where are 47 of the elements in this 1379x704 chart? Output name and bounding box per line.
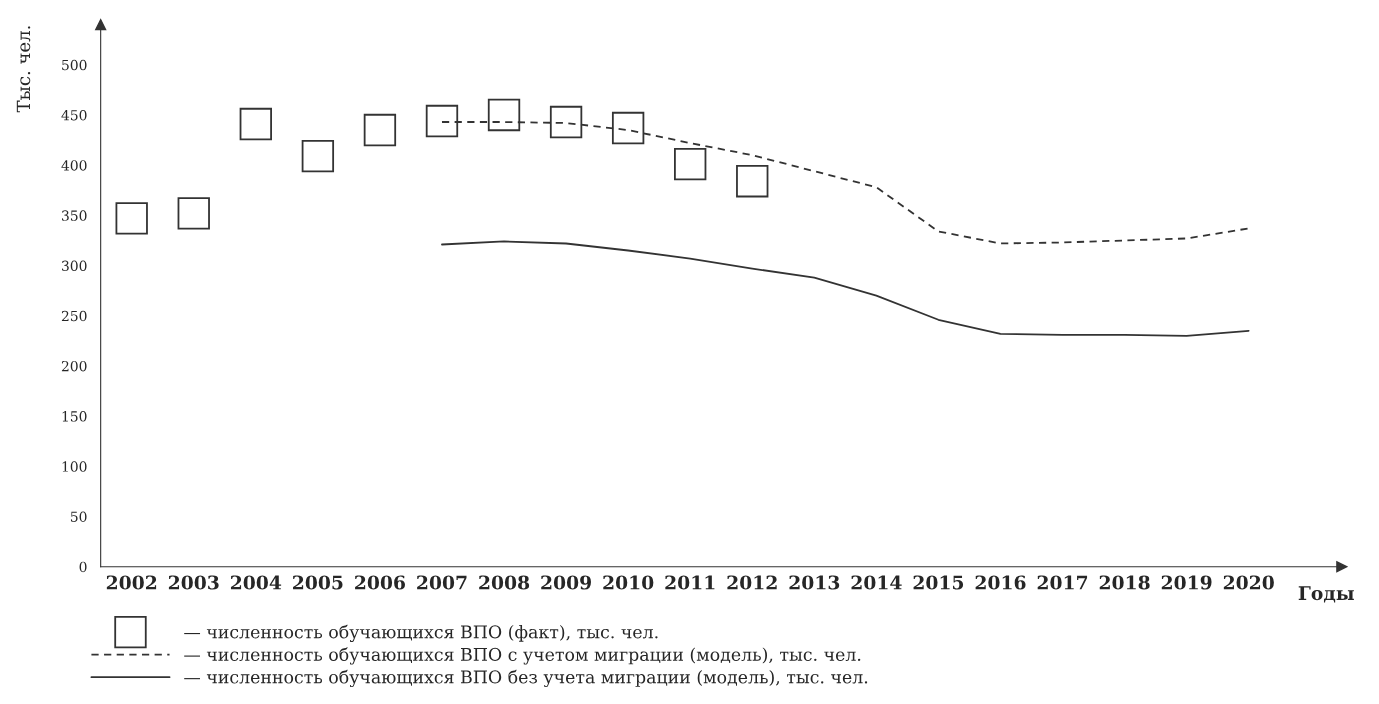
- x-tick-label: 2018: [1099, 575, 1150, 590]
- y-tick-label: 500: [62, 59, 87, 71]
- legend-label: — численность обучающихся ВПО без учета миграции (модель), тыс. чел.: [184, 669, 868, 688]
- x-tick-label: 2017: [1037, 575, 1088, 590]
- point: [736, 165, 769, 198]
- x-tick-label: 2008: [479, 575, 530, 590]
- y-tick-label: 300: [62, 260, 87, 272]
- point: [239, 107, 272, 141]
- y-axis-title: Тыс. чел.: [16, 26, 31, 113]
- y-tick-label: 200: [61, 360, 87, 372]
- x-tick-label: 2012: [727, 575, 777, 590]
- x-tick-label: 2011: [665, 575, 715, 590]
- x-tick-label: 2010: [603, 575, 654, 590]
- x-tick-label: 2015: [913, 575, 964, 590]
- legend-label: — численность обучающихся ВПО с учетом миграции (модель), тыс. чел.: [184, 647, 861, 665]
- y-tick-label: 50: [70, 511, 87, 522]
- y-tick-label: 0: [79, 561, 87, 573]
- x-tick-label: 2006: [355, 575, 405, 590]
- point: [115, 202, 148, 235]
- point: [425, 104, 459, 138]
- y-tick-label: 100: [62, 461, 87, 472]
- y-tick-label: 150: [62, 411, 87, 422]
- x-tick-label: 2013: [789, 575, 840, 590]
- x-tick-label: 2020: [1223, 575, 1274, 590]
- x-tick-label: 2002: [106, 575, 157, 590]
- line-series: [441, 240, 1250, 337]
- point: [611, 111, 645, 145]
- y-tick-label: 450: [61, 109, 87, 121]
- x-tick-label: 2014: [851, 575, 902, 590]
- point: [177, 197, 210, 230]
- y-tick-label: 400: [61, 160, 87, 171]
- x-tick-label: 2016: [975, 575, 1026, 590]
- legend-label: — численность обучающихся ВПО (факт), тыс. чел.: [184, 624, 658, 643]
- point: [674, 147, 707, 181]
- x-axis-title: Годы: [1298, 586, 1354, 603]
- y-tick-label: 250: [61, 310, 87, 322]
- x-tick-label: 2004: [230, 575, 282, 590]
- x-tick-label: 2003: [168, 575, 219, 590]
- x-tick-label: 2005: [293, 575, 343, 590]
- y-tick-label: 350: [62, 210, 87, 221]
- x-tick-label: 2019: [1161, 575, 1212, 590]
- point: [301, 139, 335, 173]
- point: [487, 98, 521, 132]
- x-tick-label: 2007: [417, 575, 467, 590]
- point: [363, 113, 397, 147]
- point: [549, 105, 583, 139]
- x-tick-label: 2009: [541, 575, 591, 590]
